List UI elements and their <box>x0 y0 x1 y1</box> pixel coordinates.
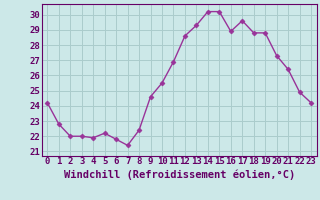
X-axis label: Windchill (Refroidissement éolien,°C): Windchill (Refroidissement éolien,°C) <box>64 169 295 180</box>
